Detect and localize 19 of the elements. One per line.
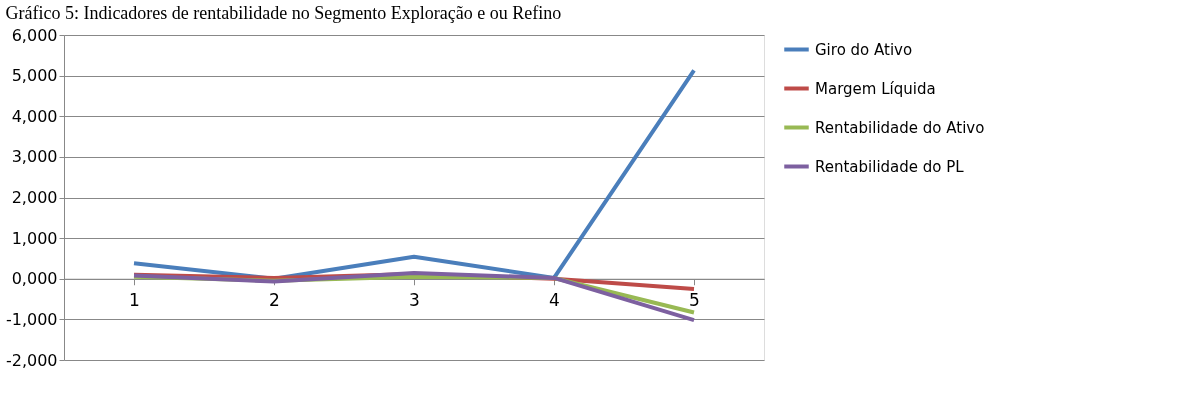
y-tick-label: 2,000 (11, 188, 58, 207)
legend-label: Rentabilidade do PL (815, 157, 965, 176)
x-tick-label: 4 (549, 290, 560, 311)
y-tick-label: 6,000 (11, 25, 58, 45)
y-tick-label: -2,000 (5, 350, 58, 370)
y-tick-label: 5,000 (11, 66, 58, 86)
legend-label: Margem Líquida (815, 79, 936, 98)
y-tick-label: 4,000 (11, 106, 58, 126)
y-tick-label: -1,000 (5, 309, 58, 329)
x-tick-label: 5 (689, 290, 700, 311)
y-tick-label: 1,000 (11, 228, 58, 248)
legend-label: Giro do Ativo (815, 40, 913, 59)
x-tick-label: 2 (269, 290, 280, 311)
x-tick-label: 1 (129, 290, 140, 311)
y-tick-label: 3,000 (11, 147, 58, 167)
x-tick-label: 3 (409, 290, 420, 311)
legend-label: Rentabilidade do Ativo (815, 118, 985, 137)
y-tick-label: 0,000 (11, 269, 58, 289)
chart-title: Gráfico 5: Indicadores de rentabilidade no Segmento Exploração e ou Refino (5, 3, 562, 23)
